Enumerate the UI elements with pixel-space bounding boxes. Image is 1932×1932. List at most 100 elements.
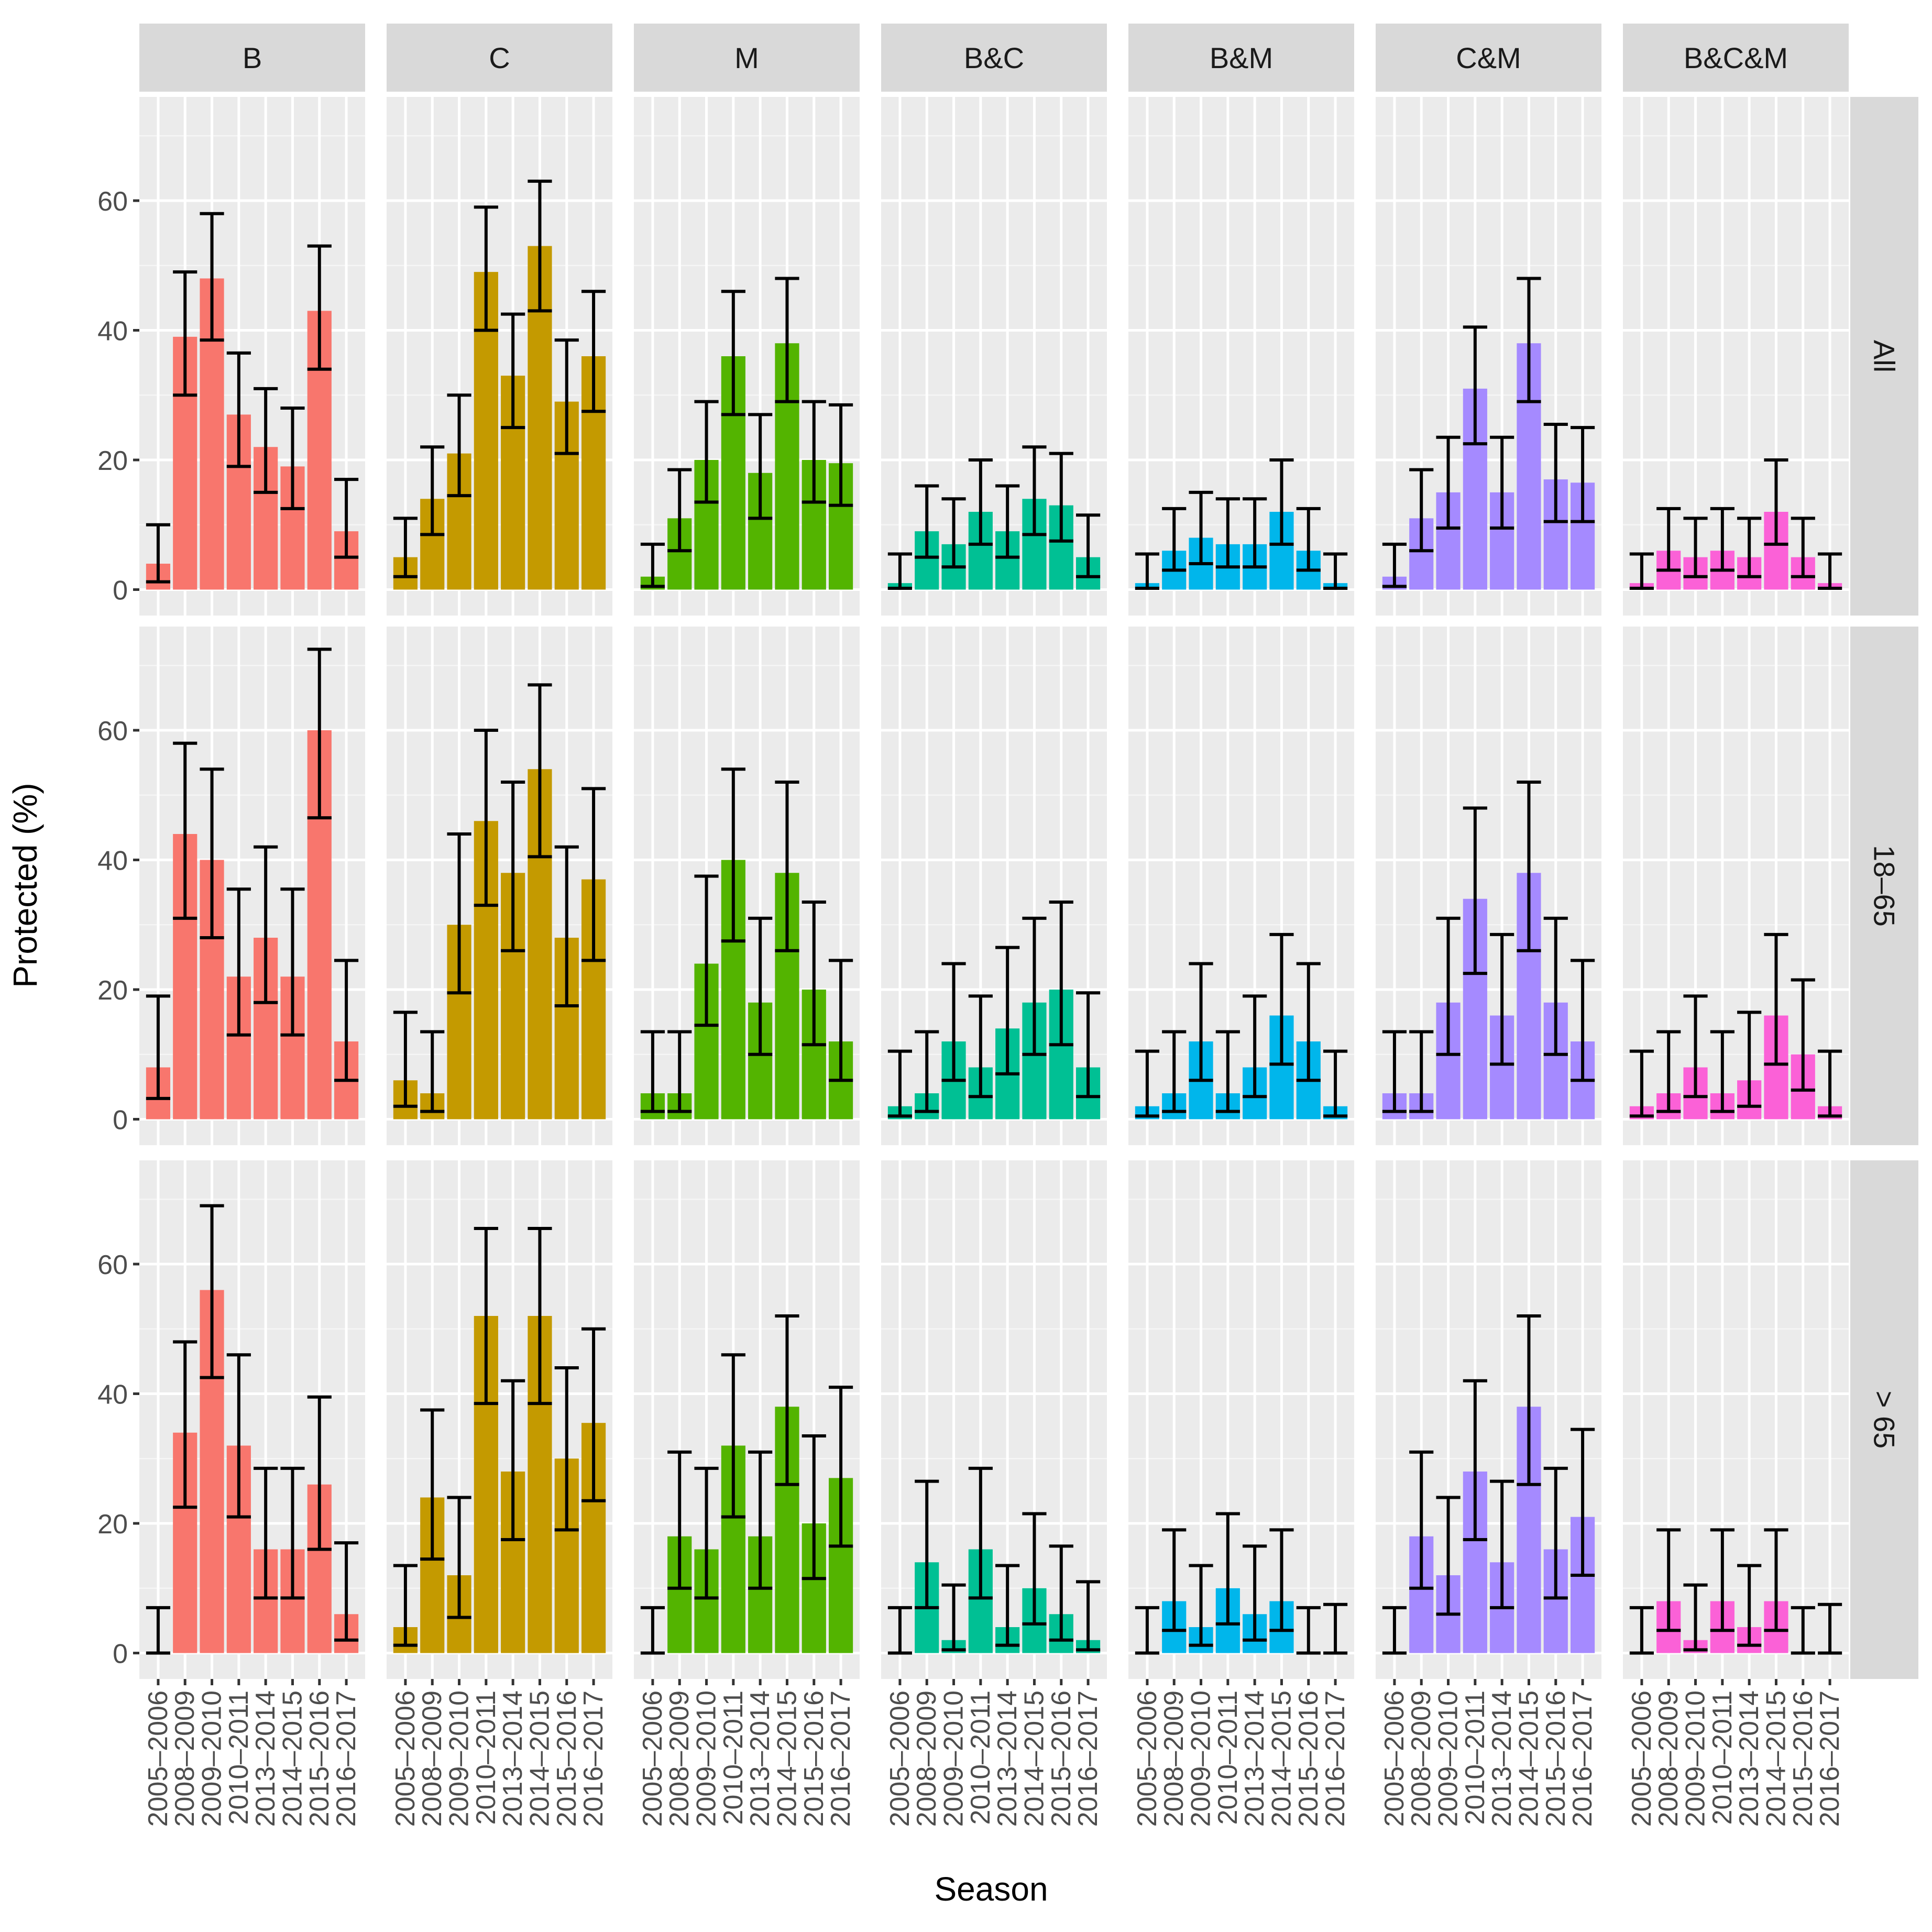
error-bar-2014–2015	[1764, 932, 1788, 1066]
x-tick-label: 2010–2011	[1213, 1690, 1243, 1825]
strip-background	[1850, 627, 1918, 1145]
error-bar-2005–2006	[393, 1011, 418, 1108]
column-strip-B: B	[139, 24, 365, 92]
x-tick-label: 2008–2009	[1653, 1690, 1684, 1827]
panel-B&C&M-18–65	[1623, 627, 1849, 1145]
error-bar-2009–2010	[1683, 1583, 1708, 1652]
error-bar-2015–2016	[1791, 978, 1815, 1092]
error-bar-2016–2017	[1817, 1602, 1842, 1655]
error-bar-2009–2010	[200, 1204, 224, 1379]
error-bar-2009–2010	[447, 832, 471, 995]
error-bar-2005–2006	[1382, 1606, 1407, 1655]
panels-layer	[139, 97, 1849, 1679]
x-tick-label: 2013–2014	[1734, 1690, 1764, 1827]
error-bar-2015–2016	[802, 900, 826, 1047]
error-bar-2014–2015	[775, 277, 799, 403]
error-bar-2013–2014	[1490, 1479, 1514, 1609]
x-tick-label: 2008–2009	[417, 1690, 447, 1827]
y-tick-label: 60	[97, 186, 128, 217]
error-bar-2010–2011	[1463, 806, 1487, 975]
x-tick-label: 2016–2017	[331, 1690, 361, 1827]
panel-B&C-All	[881, 97, 1107, 616]
error-bar-2008–2009	[1656, 1030, 1681, 1113]
error-bar-2016–2017	[1817, 552, 1842, 590]
error-bar-2016–2017	[828, 959, 853, 1082]
error-bar-2009–2010	[694, 874, 719, 1027]
y-tick-label: 40	[97, 1380, 128, 1410]
error-bar-2016–2017	[1075, 1580, 1101, 1652]
error-bar-2008–2009	[173, 270, 197, 397]
error-bar-2015–2016	[307, 1395, 332, 1551]
error-bar-2010–2011	[1215, 1030, 1240, 1113]
error-bar-2010–2011	[968, 1466, 993, 1600]
error-bar-2010–2011	[1710, 1528, 1735, 1632]
error-bar-2005–2006	[640, 542, 665, 588]
panel-C-> 65	[387, 1160, 612, 1679]
error-bar-2015–2016	[1296, 962, 1321, 1082]
error-bar-2008–2009	[173, 741, 197, 920]
x-tick-label: 2010–2011	[718, 1690, 749, 1825]
error-bar-2013–2014	[995, 1564, 1020, 1647]
error-bar-2015–2016	[1049, 1544, 1073, 1642]
x-tick-label: 2014–2015	[772, 1690, 802, 1827]
error-bar-2013–2014	[748, 413, 773, 520]
error-bar-2015–2016	[802, 1434, 826, 1580]
x-tick-label: 2014–2015	[1266, 1690, 1297, 1827]
x-tick-label: 2010–2011	[1460, 1690, 1490, 1825]
x-tick-label: 2005–2006	[885, 1690, 915, 1827]
error-bar-2010–2011	[1215, 1512, 1240, 1626]
y-tick-label: 20	[97, 1509, 128, 1540]
error-bar-2005–2006	[640, 1606, 665, 1655]
strip-background	[1376, 24, 1601, 92]
error-bar-2014–2015	[528, 179, 552, 313]
error-bar-2005–2006	[640, 1030, 665, 1113]
error-bar-2014–2015	[1022, 445, 1047, 536]
error-bar-2016–2017	[581, 1327, 606, 1502]
error-bar-2010–2011	[1215, 497, 1240, 569]
error-bar-2008–2009	[1409, 1030, 1434, 1113]
error-bar-2014–2015	[1764, 1528, 1788, 1632]
panel-C-18–65	[387, 627, 612, 1145]
error-bar-2015–2016	[1049, 900, 1073, 1047]
error-bar-2010–2011	[968, 458, 993, 546]
row-strip-All: All	[1850, 97, 1918, 616]
error-bar-2010–2011	[226, 1353, 251, 1519]
error-bar-2009–2010	[1189, 962, 1213, 1082]
panel-background	[1623, 97, 1849, 616]
x-tick-label: 2013–2014	[498, 1690, 528, 1827]
error-bar-2005–2006	[1135, 552, 1160, 590]
error-bar-2009–2010	[200, 212, 224, 342]
x-tick-label: 2015–2016	[1293, 1690, 1324, 1827]
error-bar-2013–2014	[254, 387, 278, 494]
error-bar-2010–2011	[474, 1226, 498, 1406]
y-tick-label: 40	[97, 846, 128, 876]
error-bar-2008–2009	[1409, 468, 1434, 553]
error-bar-2010–2011	[968, 994, 993, 1099]
error-bar-2015–2016	[554, 1366, 579, 1532]
error-bar-2008–2009	[1162, 1528, 1187, 1632]
panel-C&M-18–65	[1376, 627, 1601, 1145]
x-tick-label: 2013–2014	[250, 1690, 281, 1827]
error-bar-2010–2011	[226, 351, 251, 468]
panel-B&C&M-All	[1623, 97, 1849, 616]
y-tick-label: 0	[113, 576, 128, 606]
error-bar-2005–2006	[887, 1606, 913, 1655]
strip-background	[1850, 1160, 1918, 1679]
error-bar-2010–2011	[721, 767, 745, 943]
panel-C-All	[387, 97, 612, 616]
panel-background	[1128, 1160, 1354, 1679]
panel-B&C-> 65	[881, 1160, 1107, 1679]
error-bar-2014–2015	[280, 887, 305, 1037]
error-bar-2008–2009	[1409, 1450, 1434, 1590]
error-bar-2015–2016	[307, 244, 332, 371]
error-bar-2016–2017	[1570, 426, 1595, 523]
x-tick-label: 2005–2006	[1627, 1690, 1657, 1827]
y-tick-label: 60	[97, 1250, 128, 1280]
error-bar-2013–2014	[1243, 1544, 1267, 1642]
error-bar-2016–2017	[828, 403, 853, 507]
strip-background	[1850, 97, 1918, 616]
error-bar-2010–2011	[1710, 1030, 1735, 1113]
x-axis-title: Season	[934, 1870, 1048, 1908]
error-bar-2005–2006	[1629, 1606, 1654, 1655]
